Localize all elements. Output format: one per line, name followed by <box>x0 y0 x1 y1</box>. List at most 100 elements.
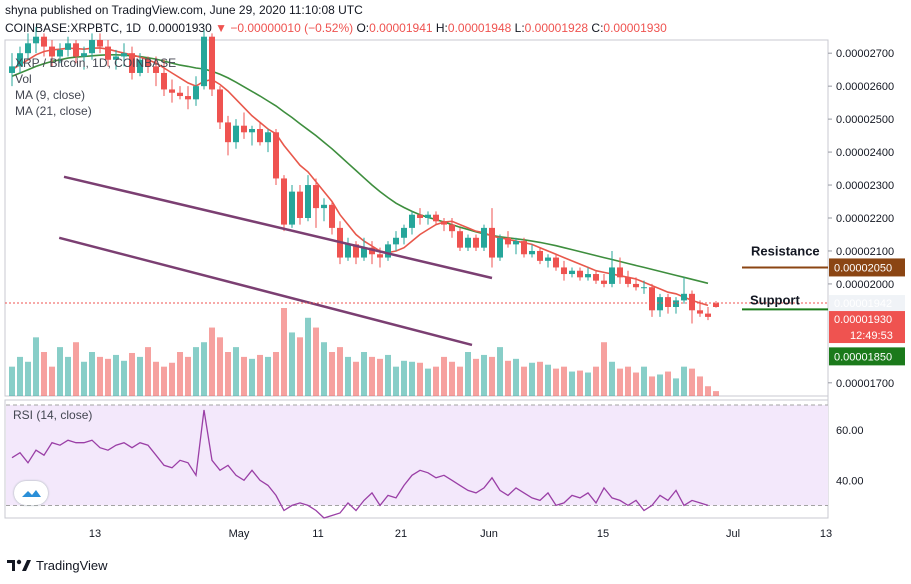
rsi-tick-label: 60.00 <box>836 425 864 437</box>
support-tag-bg <box>829 347 905 366</box>
volume-bar <box>697 376 703 396</box>
candle-body <box>57 49 63 57</box>
candle-body <box>489 227 495 258</box>
candle-body <box>385 244 391 258</box>
volume-bar <box>713 391 719 396</box>
candle-body <box>129 53 135 73</box>
resistance-tag-bg <box>829 258 905 277</box>
volume-bar <box>33 337 39 396</box>
volume-bar <box>369 356 375 396</box>
x-tick-label: Jun <box>480 528 498 540</box>
time-axis-ticks: 13 May 11 21 Jun 15 Jul 13 <box>89 528 832 540</box>
volume-bar <box>409 361 415 396</box>
candle-body <box>257 129 263 143</box>
candle-body <box>369 247 375 255</box>
candle-body <box>241 125 247 133</box>
volume-bar <box>345 356 351 396</box>
candle-body <box>577 270 583 278</box>
candle-body <box>689 293 695 311</box>
candle-body <box>33 36 39 44</box>
volume-bar <box>313 327 319 396</box>
candle-body <box>425 214 431 218</box>
candle-body <box>81 53 87 57</box>
main-pane-frame <box>4 39 829 397</box>
volume-bar <box>265 356 271 396</box>
candle-body <box>697 310 703 314</box>
candle-body <box>49 46 55 57</box>
candle-body <box>497 237 503 258</box>
candle-body <box>153 66 159 73</box>
candle-body <box>449 224 455 232</box>
open-value: 0.00001941 <box>369 21 433 35</box>
volume-bar <box>169 362 175 396</box>
volume-bar <box>289 332 295 396</box>
volume-bar <box>209 327 215 396</box>
candle-body <box>641 287 647 289</box>
volume-bar <box>25 361 31 396</box>
volume-bar <box>497 347 503 396</box>
volume-bar <box>641 366 647 396</box>
volume-bar <box>425 368 431 396</box>
candle-body <box>121 53 127 57</box>
volume-bar <box>337 347 343 396</box>
candle-body <box>409 214 415 228</box>
volume-bar <box>377 358 383 396</box>
candle-body <box>41 36 47 47</box>
candle-body <box>329 204 335 228</box>
tradingview-brand: TradingView <box>36 557 108 573</box>
y-tick-label: 0.00002200 <box>836 213 894 225</box>
last-price: 0.00001930 <box>148 21 212 35</box>
ma9-group <box>11 47 709 307</box>
candles <box>9 26 719 324</box>
x-tick-label: 13 <box>89 528 101 540</box>
volume-bar <box>273 352 279 396</box>
candle-body <box>625 277 631 284</box>
candle-body <box>529 250 535 255</box>
volume-bar <box>305 317 311 396</box>
countdown-tag: 12:49:53 <box>850 330 893 342</box>
candle-body <box>705 313 711 317</box>
ma21-group <box>11 53 709 285</box>
resistance-tag: 0.00002050 <box>834 262 892 274</box>
tradingview-footer[interactable]: TradingView <box>6 557 108 573</box>
volume-bar <box>257 354 263 396</box>
volume-bar <box>529 362 535 396</box>
resistance-label: Resistance <box>751 243 820 258</box>
publish-info: shyna published on TradingView.com, June… <box>5 3 363 17</box>
candle-body <box>441 221 447 225</box>
candle-body <box>649 287 655 311</box>
y-tick-label: 0.00002100 <box>836 246 894 258</box>
volume-bar <box>441 356 447 396</box>
candle-body <box>633 283 639 288</box>
candle-body <box>609 267 615 284</box>
volume-bar <box>65 356 71 396</box>
collapse-pane-icon[interactable] <box>14 481 48 505</box>
volume-bar <box>49 366 55 396</box>
open-label: O: <box>356 21 370 35</box>
x-tick-label: Jul <box>726 528 740 540</box>
candle-body <box>217 89 223 123</box>
volume-bar <box>569 371 575 396</box>
y-tick-label: 0.00002500 <box>836 114 894 126</box>
volume-bar <box>89 352 95 396</box>
volume-bars <box>9 308 719 396</box>
legend-ma9: MA (9, close) <box>15 88 86 102</box>
candle-body <box>433 214 439 222</box>
candle-body <box>9 66 15 73</box>
volume-bar <box>625 366 631 396</box>
candle-body <box>377 254 383 258</box>
volume-bar <box>385 354 391 396</box>
volume-bar <box>561 366 567 396</box>
volume-bar <box>41 352 47 396</box>
volume-bar <box>601 342 607 396</box>
candle-body <box>569 270 575 275</box>
candle-body <box>617 267 623 278</box>
low-value: 0.00001928 <box>524 21 589 35</box>
volume-bar <box>361 352 367 396</box>
volume-bar <box>465 352 471 396</box>
volume-bar <box>481 354 487 396</box>
close-label: C: <box>591 21 604 35</box>
candle-body <box>281 178 287 225</box>
volume-bar <box>505 360 511 396</box>
